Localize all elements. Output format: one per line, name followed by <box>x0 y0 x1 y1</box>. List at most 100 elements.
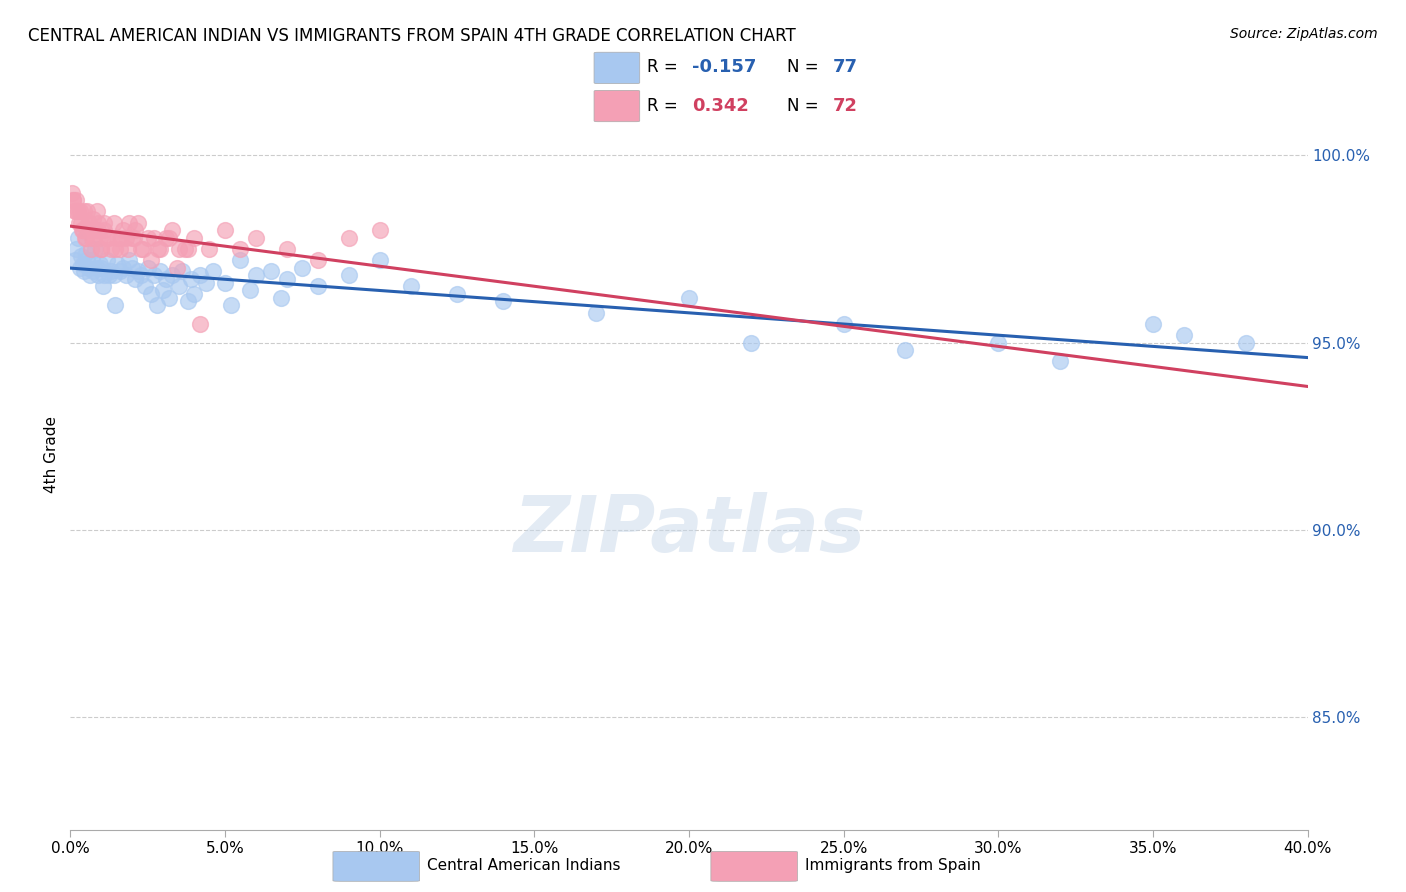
Point <box>76 253 98 268</box>
Point <box>337 230 360 244</box>
Point <box>89 257 111 271</box>
Point <box>446 286 468 301</box>
Point <box>166 260 188 275</box>
Point <box>1173 328 1195 343</box>
Point <box>69 204 91 219</box>
Point <box>1234 335 1257 350</box>
Point <box>103 268 125 282</box>
Point <box>118 216 141 230</box>
Point <box>142 230 165 244</box>
Point <box>155 230 177 244</box>
Point <box>368 223 391 237</box>
Point <box>183 230 205 244</box>
Point <box>276 242 298 256</box>
Point <box>122 230 145 244</box>
Point <box>270 291 292 305</box>
Point <box>155 272 177 286</box>
Text: 77: 77 <box>832 59 858 77</box>
Point <box>170 264 193 278</box>
Point <box>90 242 112 256</box>
Point <box>245 230 267 244</box>
Text: 0.342: 0.342 <box>692 96 749 114</box>
Point <box>219 298 242 312</box>
Point <box>70 216 93 230</box>
Point <box>79 223 101 237</box>
Point <box>276 272 298 286</box>
Point <box>177 294 200 309</box>
Point <box>149 242 172 256</box>
Point <box>67 204 90 219</box>
Point <box>678 291 700 305</box>
Point <box>139 253 162 268</box>
Text: N =: N = <box>787 59 824 77</box>
Point <box>104 242 127 256</box>
Point <box>201 264 224 278</box>
Point <box>65 204 87 219</box>
Point <box>585 305 607 319</box>
Point <box>832 317 855 331</box>
Text: Source: ZipAtlas.com: Source: ZipAtlas.com <box>1230 27 1378 41</box>
Point <box>183 286 205 301</box>
Point <box>134 279 156 293</box>
Point <box>214 223 236 237</box>
Point <box>214 276 236 290</box>
Point <box>93 216 115 230</box>
Point <box>87 216 110 230</box>
Point <box>127 216 149 230</box>
Text: -0.157: -0.157 <box>692 59 756 77</box>
Point <box>894 343 917 357</box>
Point <box>80 230 103 244</box>
Point <box>492 294 515 309</box>
Text: 72: 72 <box>832 96 858 114</box>
Point <box>65 242 87 256</box>
Point <box>80 253 103 268</box>
Point <box>180 272 202 286</box>
Point <box>368 253 391 268</box>
Point <box>131 268 153 282</box>
Point <box>173 242 195 256</box>
Point <box>90 242 112 256</box>
Point <box>188 268 211 282</box>
Point <box>63 204 86 219</box>
Point <box>104 298 127 312</box>
Point <box>239 283 262 297</box>
Point <box>132 242 155 256</box>
Point <box>111 260 134 275</box>
Point <box>79 268 101 282</box>
Point <box>93 268 115 282</box>
Point <box>121 260 143 275</box>
Point <box>89 230 111 244</box>
Point <box>117 242 139 256</box>
Point <box>115 230 138 244</box>
Point <box>84 242 107 256</box>
Point <box>229 242 252 256</box>
Point <box>260 264 283 278</box>
Point <box>105 257 128 271</box>
Point <box>70 249 93 263</box>
Point <box>142 268 165 282</box>
Point <box>73 264 96 278</box>
Point <box>167 242 190 256</box>
Point <box>115 268 138 282</box>
Point <box>1049 354 1071 368</box>
Point <box>96 230 118 244</box>
Point <box>146 298 169 312</box>
Point <box>399 279 422 293</box>
Point <box>177 242 200 256</box>
Point <box>86 204 108 219</box>
Point <box>136 230 159 244</box>
Point <box>67 216 90 230</box>
Point <box>72 223 94 237</box>
Point <box>118 253 141 268</box>
Point <box>96 253 118 268</box>
Point <box>60 186 83 200</box>
Point <box>75 245 97 260</box>
Point <box>110 230 132 244</box>
Point <box>77 260 100 275</box>
Point <box>157 291 180 305</box>
Point <box>167 279 190 293</box>
Point <box>740 335 762 350</box>
Text: ZIPatlas: ZIPatlas <box>513 491 865 568</box>
Point <box>291 260 314 275</box>
Point <box>76 204 98 219</box>
